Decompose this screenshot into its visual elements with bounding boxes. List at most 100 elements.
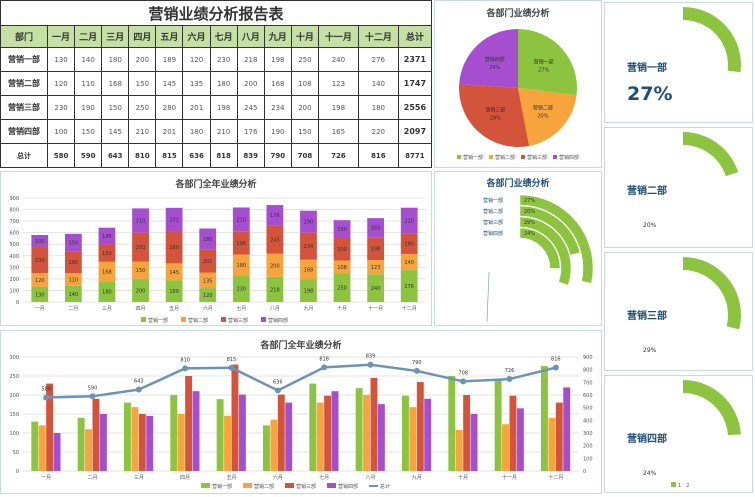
total-cell: 580 (47, 143, 76, 168)
legend-label: 营销一部 (148, 317, 168, 324)
x-tick-label: 十二月 (548, 474, 563, 481)
stack-bar-segment (300, 279, 317, 302)
legend-label: 营销四部 (559, 154, 579, 161)
stack-bar-segment (367, 274, 385, 302)
value-cell: 140 (357, 71, 399, 96)
data-label: 120 (203, 293, 213, 299)
value-cell: 108 (290, 71, 319, 96)
value-cell: 150 (290, 119, 319, 144)
gauge-arc (683, 380, 741, 436)
column-header: 十二月 (357, 25, 399, 48)
bar (541, 366, 548, 471)
table-title-row: 营销业绩分析报告表 (0, 0, 432, 26)
bar (448, 376, 456, 471)
y-tick-label: 600 (9, 231, 19, 237)
y-tick-label: 250 (9, 374, 19, 380)
y2-tick-label: 200 (583, 444, 593, 450)
bar (377, 404, 385, 471)
total-cell: 2371 (397, 47, 433, 72)
value-cell: 150 (128, 71, 157, 96)
legend-label: 营销二部 (495, 154, 515, 161)
y-tick-label: 900 (9, 196, 19, 202)
stack-bar-segment (400, 253, 418, 271)
value-cell: 168 (101, 71, 130, 96)
legend-label: 营销一部 (463, 154, 483, 161)
slice-label: 营销一部 (534, 58, 554, 65)
column-header: 十月 (290, 25, 319, 48)
value-cell: 198 (317, 95, 359, 120)
x-tick-label: 四月 (180, 475, 190, 481)
value-cell: 198 (209, 95, 238, 120)
dept-card: 营销四部 24% 1 2 (604, 375, 753, 493)
value-cell: 189 (155, 47, 184, 72)
card-percentage: 24% (643, 470, 657, 477)
stack-bar-segment (333, 273, 351, 302)
value-cell: 230 (209, 47, 238, 72)
total-cell: 839 (236, 143, 265, 168)
stack-bar-segment (98, 227, 116, 245)
y2-tick-label: 500 (583, 406, 593, 412)
data-label: 198 (304, 289, 314, 295)
data-label: 140 (69, 292, 79, 298)
bar (277, 394, 285, 471)
radial-label: 营销四部 (483, 230, 503, 237)
radial-bar (519, 194, 594, 284)
pie-slice (459, 29, 518, 88)
x-tick-label: 十月 (337, 305, 347, 312)
value-cell: 168 (263, 71, 292, 96)
stack-bar-segment (31, 234, 49, 247)
data-label: 218 (270, 287, 280, 293)
y-tick-label: 500 (9, 242, 19, 248)
value-cell: 250 (128, 95, 157, 120)
data-label: 240 (371, 286, 381, 292)
stack-bar-segment (266, 225, 284, 254)
legend-label: 营销三部 (527, 154, 547, 161)
total-cell: 815 (155, 143, 184, 168)
line-data-label: 815 (227, 357, 237, 363)
data-label: 200 (337, 247, 347, 253)
data-label: 250 (136, 245, 146, 251)
y2-tick-label: 600 (583, 393, 593, 399)
line-point (552, 364, 559, 371)
data-label: 200 (136, 288, 146, 294)
stack-bar-segment (300, 259, 317, 280)
bar (92, 398, 100, 471)
data-label: 120 (35, 278, 45, 284)
stacked-bar-chart: 各部门全年业绩分析 0 100 200 300 400 500 600 700 800 900 130… (9, 178, 426, 324)
card-title: 营销四部 (627, 434, 667, 445)
stack-bar-segment (266, 205, 284, 226)
data-label: 110 (69, 277, 79, 283)
radial-bar-chart: 各部门业绩分析 27% 营销一部 20% 营销二部 29% 营销三部 24% 营销四部 (483, 177, 594, 323)
bar (324, 395, 332, 471)
value-cell: 210 (209, 119, 238, 144)
slice-pct: 27% (538, 67, 549, 73)
data-label: 180 (404, 242, 414, 248)
data-label: 230 (237, 287, 247, 293)
radial-pct: 27% (524, 198, 535, 204)
value-cell: 140 (74, 47, 103, 72)
radial-pct: 29% (524, 220, 535, 226)
bar (494, 379, 502, 471)
x-tick-label: 十一月 (502, 474, 517, 481)
data-label: 140 (404, 260, 414, 266)
legend-marker (285, 483, 294, 488)
total-cell: 810 (128, 143, 157, 168)
stack-bar-segment (199, 228, 217, 250)
data-label: 198 (237, 241, 247, 247)
value-cell: 190 (263, 119, 292, 144)
value-cell: 120 (182, 47, 211, 72)
bar (424, 398, 432, 471)
x-tick-label: 九月 (412, 474, 422, 481)
card-title: 营销二部 (627, 186, 667, 197)
chart-title: 各部门业绩分析 (485, 177, 549, 189)
bar (216, 399, 224, 471)
value-cell: 176 (236, 119, 265, 144)
value-cell: 190 (74, 95, 103, 120)
gauge-arc (683, 132, 739, 177)
data-label: 198 (371, 247, 381, 253)
x-tick-label: 八月 (365, 475, 375, 481)
column-header: 五月 (155, 25, 184, 48)
gauge-arc-fill (683, 132, 739, 177)
stack-bar-segment (64, 285, 82, 302)
combo-chart: 各部门全年业绩分析 0 50 100 150 200 250 300 0 100 200 300 400… (9, 339, 593, 490)
